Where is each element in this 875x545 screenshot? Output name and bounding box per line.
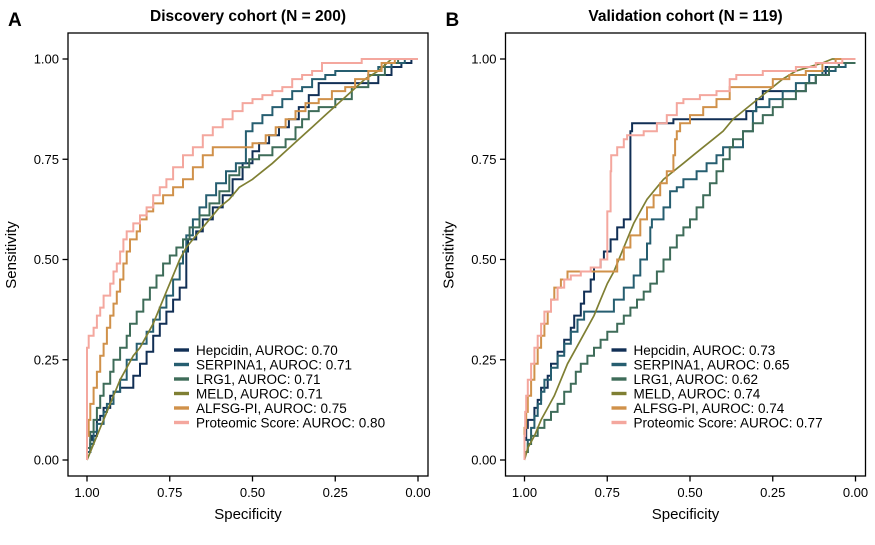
- x-tick-label: 1.00: [512, 485, 537, 500]
- x-tick-label: 0.75: [157, 485, 182, 500]
- panel-a: A Discovery cohort (N = 200) 1.00 0.75 0.50 0…: [3, 8, 431, 523]
- legend-label-proteomic-score: Proteomic Score: AUROC: 0.80: [196, 415, 385, 430]
- legend-label-meld: MELD, AUROC: 0.74: [634, 386, 761, 401]
- roc-curve-meld-b: [523, 58, 856, 461]
- x-tick-label: 0.00: [843, 485, 868, 500]
- panel-b-plot-border: [504, 32, 867, 477]
- legend-label-hepcidin: Hepcidin, AUROC: 0.73: [634, 343, 776, 358]
- y-tick-label: 0.00: [34, 453, 59, 468]
- roc-curve-serpina1-b: [523, 62, 856, 460]
- panel-b-y-axis-title: Sensitivity: [441, 221, 458, 289]
- y-tick-label: 0.75: [34, 152, 59, 167]
- legend-label-proteomic-score: Proteomic Score: AUROC: 0.77: [634, 415, 823, 430]
- x-tick-label: 0.25: [323, 485, 348, 500]
- roc-curve-proteomic-score-b: [523, 58, 856, 460]
- panel-a-letter: A: [8, 10, 22, 31]
- x-tick-label: 0.00: [405, 485, 430, 500]
- panel-b-x-axis-title: Specificity: [652, 506, 720, 523]
- legend-label-serpina1: SERPINA1, AUROC: 0.71: [196, 357, 352, 372]
- legend-label-hepcidin: Hepcidin, AUROC: 0.70: [196, 343, 338, 358]
- legend-label-lrg1: LRG1, AUROC: 0.71: [196, 372, 321, 387]
- legend-label-alfsg-pi: ALFSG-PI, AUROC: 0.74: [634, 401, 785, 416]
- legend-label-meld: MELD, AUROC: 0.71: [196, 386, 323, 401]
- panel-b: B Validation cohort (N = 119) 1.00 0.75 0.50…: [441, 8, 869, 523]
- roc-curve-lrg1-a: [86, 58, 418, 460]
- y-tick-label: 0.50: [471, 252, 496, 267]
- roc-curve-alfsg-pi-a: [86, 58, 418, 460]
- y-tick-label: 1.00: [471, 52, 496, 67]
- roc-curve-lrg1-b: [523, 62, 856, 460]
- legend-label-alfsg-pi: ALFSG-PI, AUROC: 0.75: [196, 401, 347, 416]
- x-tick-label: 1.00: [74, 485, 99, 500]
- x-tick-label: 0.25: [760, 485, 785, 500]
- legend-label-lrg1: LRG1, AUROC: 0.62: [634, 372, 759, 387]
- roc-curve-meld-a: [86, 58, 418, 461]
- roc-curve-alfsg-pi-b: [523, 58, 856, 460]
- y-tick-label: 1.00: [34, 52, 59, 67]
- y-tick-label: 0.25: [471, 352, 496, 367]
- panel-a-y-axis-title: Sensitivity: [3, 221, 20, 289]
- panel-b-letter: B: [446, 10, 460, 31]
- x-tick-label: 0.50: [677, 485, 702, 500]
- roc-curve-proteomic-score-a: [86, 58, 418, 460]
- panel-a-x-axis-title: Specificity: [214, 506, 282, 523]
- y-tick-label: 0.75: [471, 152, 496, 167]
- y-tick-label: 0.50: [34, 252, 59, 267]
- panel-a-plot-border: [67, 32, 429, 477]
- x-tick-label: 0.50: [240, 485, 265, 500]
- x-tick-label: 0.75: [595, 485, 620, 500]
- y-tick-label: 0.25: [34, 352, 59, 367]
- legend-label-serpina1: SERPINA1, AUROC: 0.65: [634, 357, 790, 372]
- panel-b-title: Validation cohort (N = 119): [588, 8, 782, 25]
- y-tick-label: 0.00: [471, 453, 496, 468]
- panel-a-title: Discovery cohort (N = 200): [150, 8, 346, 25]
